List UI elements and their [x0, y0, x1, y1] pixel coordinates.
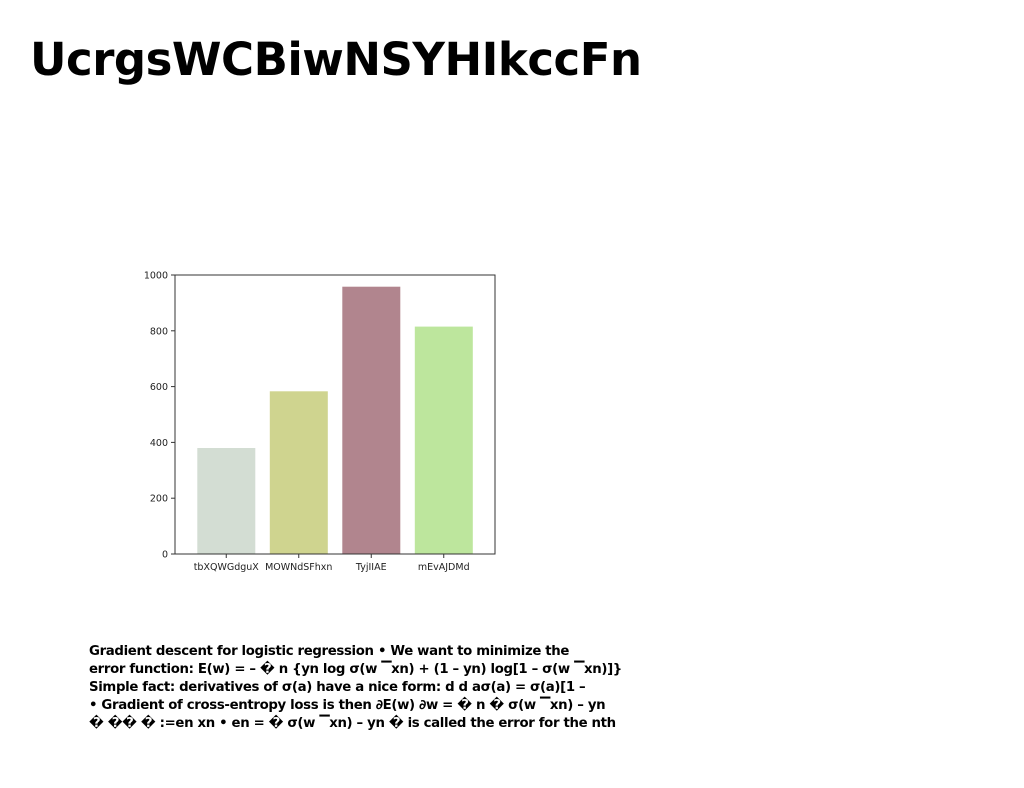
- bar: [269, 391, 328, 554]
- x-tick-label: TyjIIAE: [355, 562, 387, 573]
- body-line: Gradient descent for logistic regression…: [89, 644, 570, 659]
- body-line: � �� � :=en xn • en = � σ(w ▔xn) – yn � …: [89, 716, 616, 731]
- y-tick-label: 1000: [144, 271, 168, 282]
- bars-layer: [197, 286, 473, 554]
- body-line: error function: E(w) = – � n {yn log σ(w…: [89, 662, 622, 677]
- y-tick-label: 400: [150, 438, 168, 449]
- y-tick-label: 800: [150, 326, 168, 337]
- bar: [414, 326, 473, 554]
- slide-body-text: Gradient descent for logistic regression…: [89, 643, 729, 733]
- body-line: Simple fact: derivatives of σ(a) have a …: [89, 680, 586, 695]
- x-axis: tbXQWGdguX MOWNdSFhxn TyjIIAE mEvAJDMd: [194, 554, 470, 573]
- x-tick-label: mEvAJDMd: [418, 562, 470, 573]
- y-tick-label: 200: [150, 494, 168, 505]
- bar: [342, 286, 401, 554]
- y-tick-label: 0: [162, 550, 168, 561]
- body-line: • Gradient of cross-entropy loss is then…: [89, 698, 606, 713]
- y-tick-label: 600: [150, 382, 168, 393]
- plot-frame: [174, 274, 496, 555]
- x-tick-label: MOWNdSFhxn: [265, 562, 332, 573]
- y-axis: 0 200 400 600 800 1000: [144, 271, 175, 561]
- bar-chart-svg: 0 200 400 600 800 1000 tbXQWGdguX MOWNdSFhxn Ty…: [144, 271, 496, 573]
- bar-chart: 0 200 400 600 800 1000 tbXQWGdguX MOWNdSFhxn Ty…: [140, 262, 510, 580]
- slide-title: UcrgsWCBiwNSYHIkccFn: [30, 33, 642, 86]
- x-tick-label: tbXQWGdguX: [194, 562, 260, 573]
- bar: [197, 448, 256, 554]
